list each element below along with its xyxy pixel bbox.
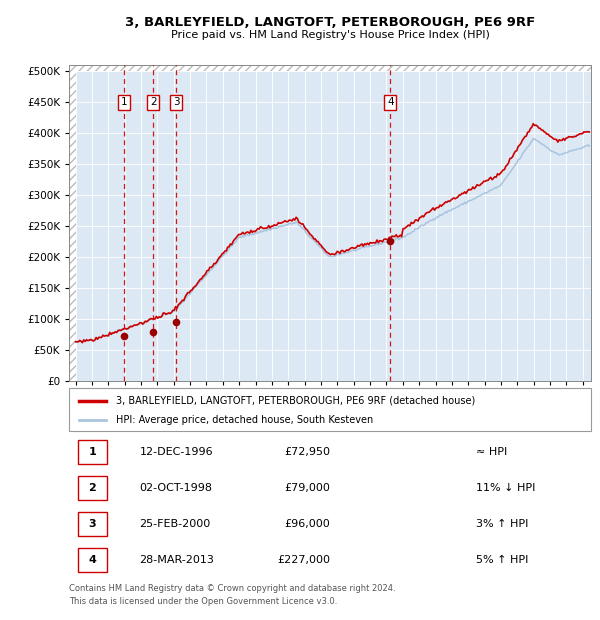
FancyBboxPatch shape xyxy=(78,512,107,536)
Text: HPI: Average price, detached house, South Kesteven: HPI: Average price, detached house, Sout… xyxy=(116,415,373,425)
FancyBboxPatch shape xyxy=(78,440,107,464)
FancyBboxPatch shape xyxy=(78,476,107,500)
Text: 12-DEC-1996: 12-DEC-1996 xyxy=(139,447,213,457)
Text: 2: 2 xyxy=(150,97,157,107)
Text: 28-MAR-2013: 28-MAR-2013 xyxy=(139,555,214,565)
Text: 3, BARLEYFIELD, LANGTOFT, PETERBOROUGH, PE6 9RF (detached house): 3, BARLEYFIELD, LANGTOFT, PETERBOROUGH, … xyxy=(116,396,475,405)
Text: £227,000: £227,000 xyxy=(277,555,330,565)
Text: £72,950: £72,950 xyxy=(284,447,330,457)
Text: 1: 1 xyxy=(121,97,127,107)
Text: 02-OCT-1998: 02-OCT-1998 xyxy=(139,483,212,493)
Text: £79,000: £79,000 xyxy=(284,483,330,493)
FancyBboxPatch shape xyxy=(78,548,107,572)
Text: 2: 2 xyxy=(89,483,97,493)
Text: 4: 4 xyxy=(89,555,97,565)
FancyBboxPatch shape xyxy=(69,388,591,431)
Text: 5% ↑ HPI: 5% ↑ HPI xyxy=(476,555,529,565)
Text: 3% ↑ HPI: 3% ↑ HPI xyxy=(476,519,529,529)
Text: £96,000: £96,000 xyxy=(284,519,330,529)
Text: ≈ HPI: ≈ HPI xyxy=(476,447,508,457)
Text: Contains HM Land Registry data © Crown copyright and database right 2024.
This d: Contains HM Land Registry data © Crown c… xyxy=(69,584,395,606)
Text: Price paid vs. HM Land Registry's House Price Index (HPI): Price paid vs. HM Land Registry's House … xyxy=(170,30,490,40)
Text: 11% ↓ HPI: 11% ↓ HPI xyxy=(476,483,536,493)
Text: 3, BARLEYFIELD, LANGTOFT, PETERBOROUGH, PE6 9RF: 3, BARLEYFIELD, LANGTOFT, PETERBOROUGH, … xyxy=(125,16,535,29)
Text: 25-FEB-2000: 25-FEB-2000 xyxy=(139,519,211,529)
Text: 1: 1 xyxy=(89,447,97,457)
Text: 3: 3 xyxy=(89,519,97,529)
Text: 4: 4 xyxy=(387,97,394,107)
Text: 3: 3 xyxy=(173,97,179,107)
